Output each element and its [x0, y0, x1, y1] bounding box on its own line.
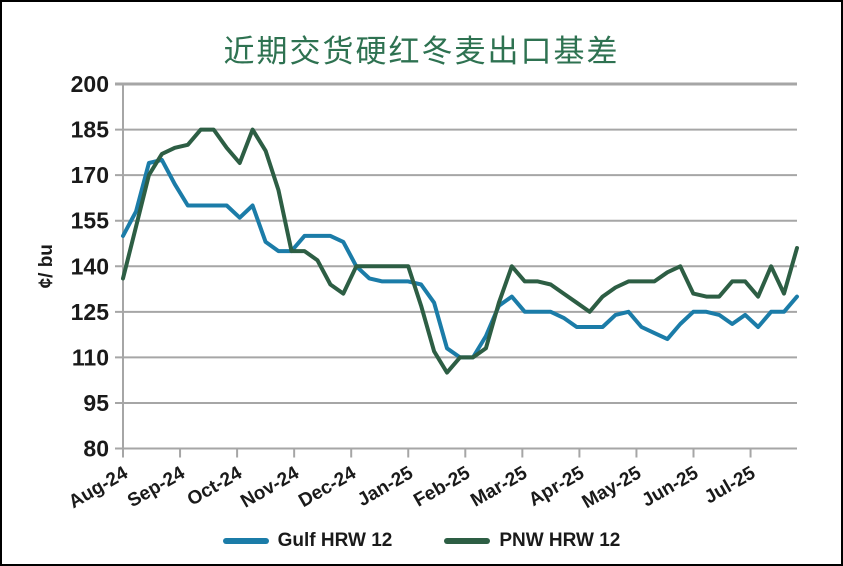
legend-label-pnw: PNW HRW 12: [499, 530, 621, 551]
x-tick-label: Aug-24: [65, 462, 132, 513]
legend-item-gulf-hrw-12: Gulf HRW 12: [222, 530, 393, 552]
x-tick-label: Jun-25: [638, 462, 702, 511]
x-tick-label: Apr-25: [525, 462, 588, 510]
x-tick-label: Jan-25: [354, 462, 417, 511]
legend-item-pnw-hrw-12: PNW HRW 12: [444, 530, 620, 552]
x-tick-label: May-25: [579, 462, 646, 513]
legend-label-gulf: Gulf HRW 12: [277, 530, 393, 551]
y-tick-label: 140: [71, 253, 109, 279]
y-axis-title: ¢/ bu: [36, 244, 57, 288]
chart-title: 近期交货硬红冬麦出口基差: [223, 34, 620, 69]
x-tick-label: Feb-25: [410, 462, 474, 511]
x-tick-label: Sep-24: [124, 462, 189, 512]
series-line-gulf-hrw-12: [121, 157, 799, 360]
x-tick-label: Oct-24: [184, 462, 246, 510]
y-tick-label: 155: [71, 208, 110, 234]
x-tick-label: Dec-24: [295, 462, 360, 512]
y-tick-label: 80: [83, 436, 109, 462]
y-tick-label: 185: [71, 117, 110, 143]
pnw-line-swatch: [444, 538, 491, 544]
y-tick-label: 110: [72, 344, 109, 370]
legend: Gulf HRW 12 PNW HRW 12: [2, 530, 841, 552]
y-tick-label: 95: [83, 390, 109, 416]
x-tick-label: Mar-25: [467, 462, 531, 511]
y-tick-label: 200: [71, 71, 109, 97]
x-tick-label: Jul-25: [701, 462, 759, 508]
series-line-pnw-hrw-12: [121, 127, 799, 375]
gulf-line-swatch: [222, 538, 269, 544]
y-tick-label: 125: [71, 299, 110, 325]
y-tick-label: 170: [71, 162, 109, 188]
x-tick-label: Nov-24: [237, 462, 303, 512]
